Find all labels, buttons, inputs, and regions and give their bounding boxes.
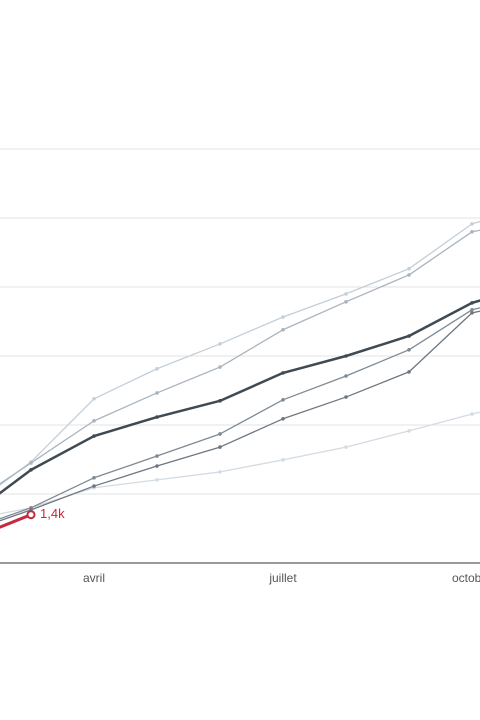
x-tick-label: octobre: [452, 571, 480, 585]
point: [92, 475, 96, 480]
point: [470, 307, 474, 312]
point: [92, 484, 96, 488]
end-marker: [26, 510, 36, 520]
point: [407, 266, 411, 271]
point: [218, 342, 222, 346]
point: [218, 399, 222, 403]
x-tick-label: juillet: [268, 571, 297, 585]
series-line: [0, 299, 480, 495]
point: [92, 434, 96, 438]
point: [407, 273, 411, 277]
point: [344, 445, 348, 449]
point: [155, 478, 159, 482]
point: [470, 412, 474, 416]
point: [344, 374, 348, 378]
point: [344, 300, 348, 304]
point: [155, 415, 159, 419]
point: [218, 470, 222, 474]
point: [281, 458, 285, 462]
series-line: [0, 513, 32, 529]
point: [470, 230, 474, 234]
point: [470, 222, 474, 226]
point: [407, 334, 411, 338]
series-line: [0, 307, 480, 520]
data-label: 1,4k: [40, 506, 65, 521]
point: [281, 416, 285, 421]
point: [92, 396, 96, 401]
point: [281, 371, 285, 375]
point: [407, 370, 411, 374]
point: [155, 391, 159, 395]
series-line: [0, 229, 480, 485]
point: [470, 311, 474, 315]
point: [281, 327, 285, 332]
series-line: [0, 310, 480, 522]
series-line: [0, 411, 480, 515]
x-tick-label: avril: [83, 571, 105, 585]
point: [344, 292, 348, 296]
point: [218, 445, 222, 449]
point: [218, 365, 222, 369]
point: [218, 432, 222, 436]
point: [29, 468, 33, 472]
point: [29, 461, 33, 465]
point: [344, 354, 348, 358]
point: [344, 395, 348, 399]
point: [407, 429, 411, 433]
point: [155, 464, 159, 468]
point: [155, 454, 159, 458]
point: [407, 347, 411, 352]
point: [92, 419, 96, 423]
series-line: [0, 220, 480, 486]
point: [470, 301, 474, 305]
point: [281, 398, 285, 402]
point: [155, 366, 159, 371]
point: [281, 315, 285, 319]
